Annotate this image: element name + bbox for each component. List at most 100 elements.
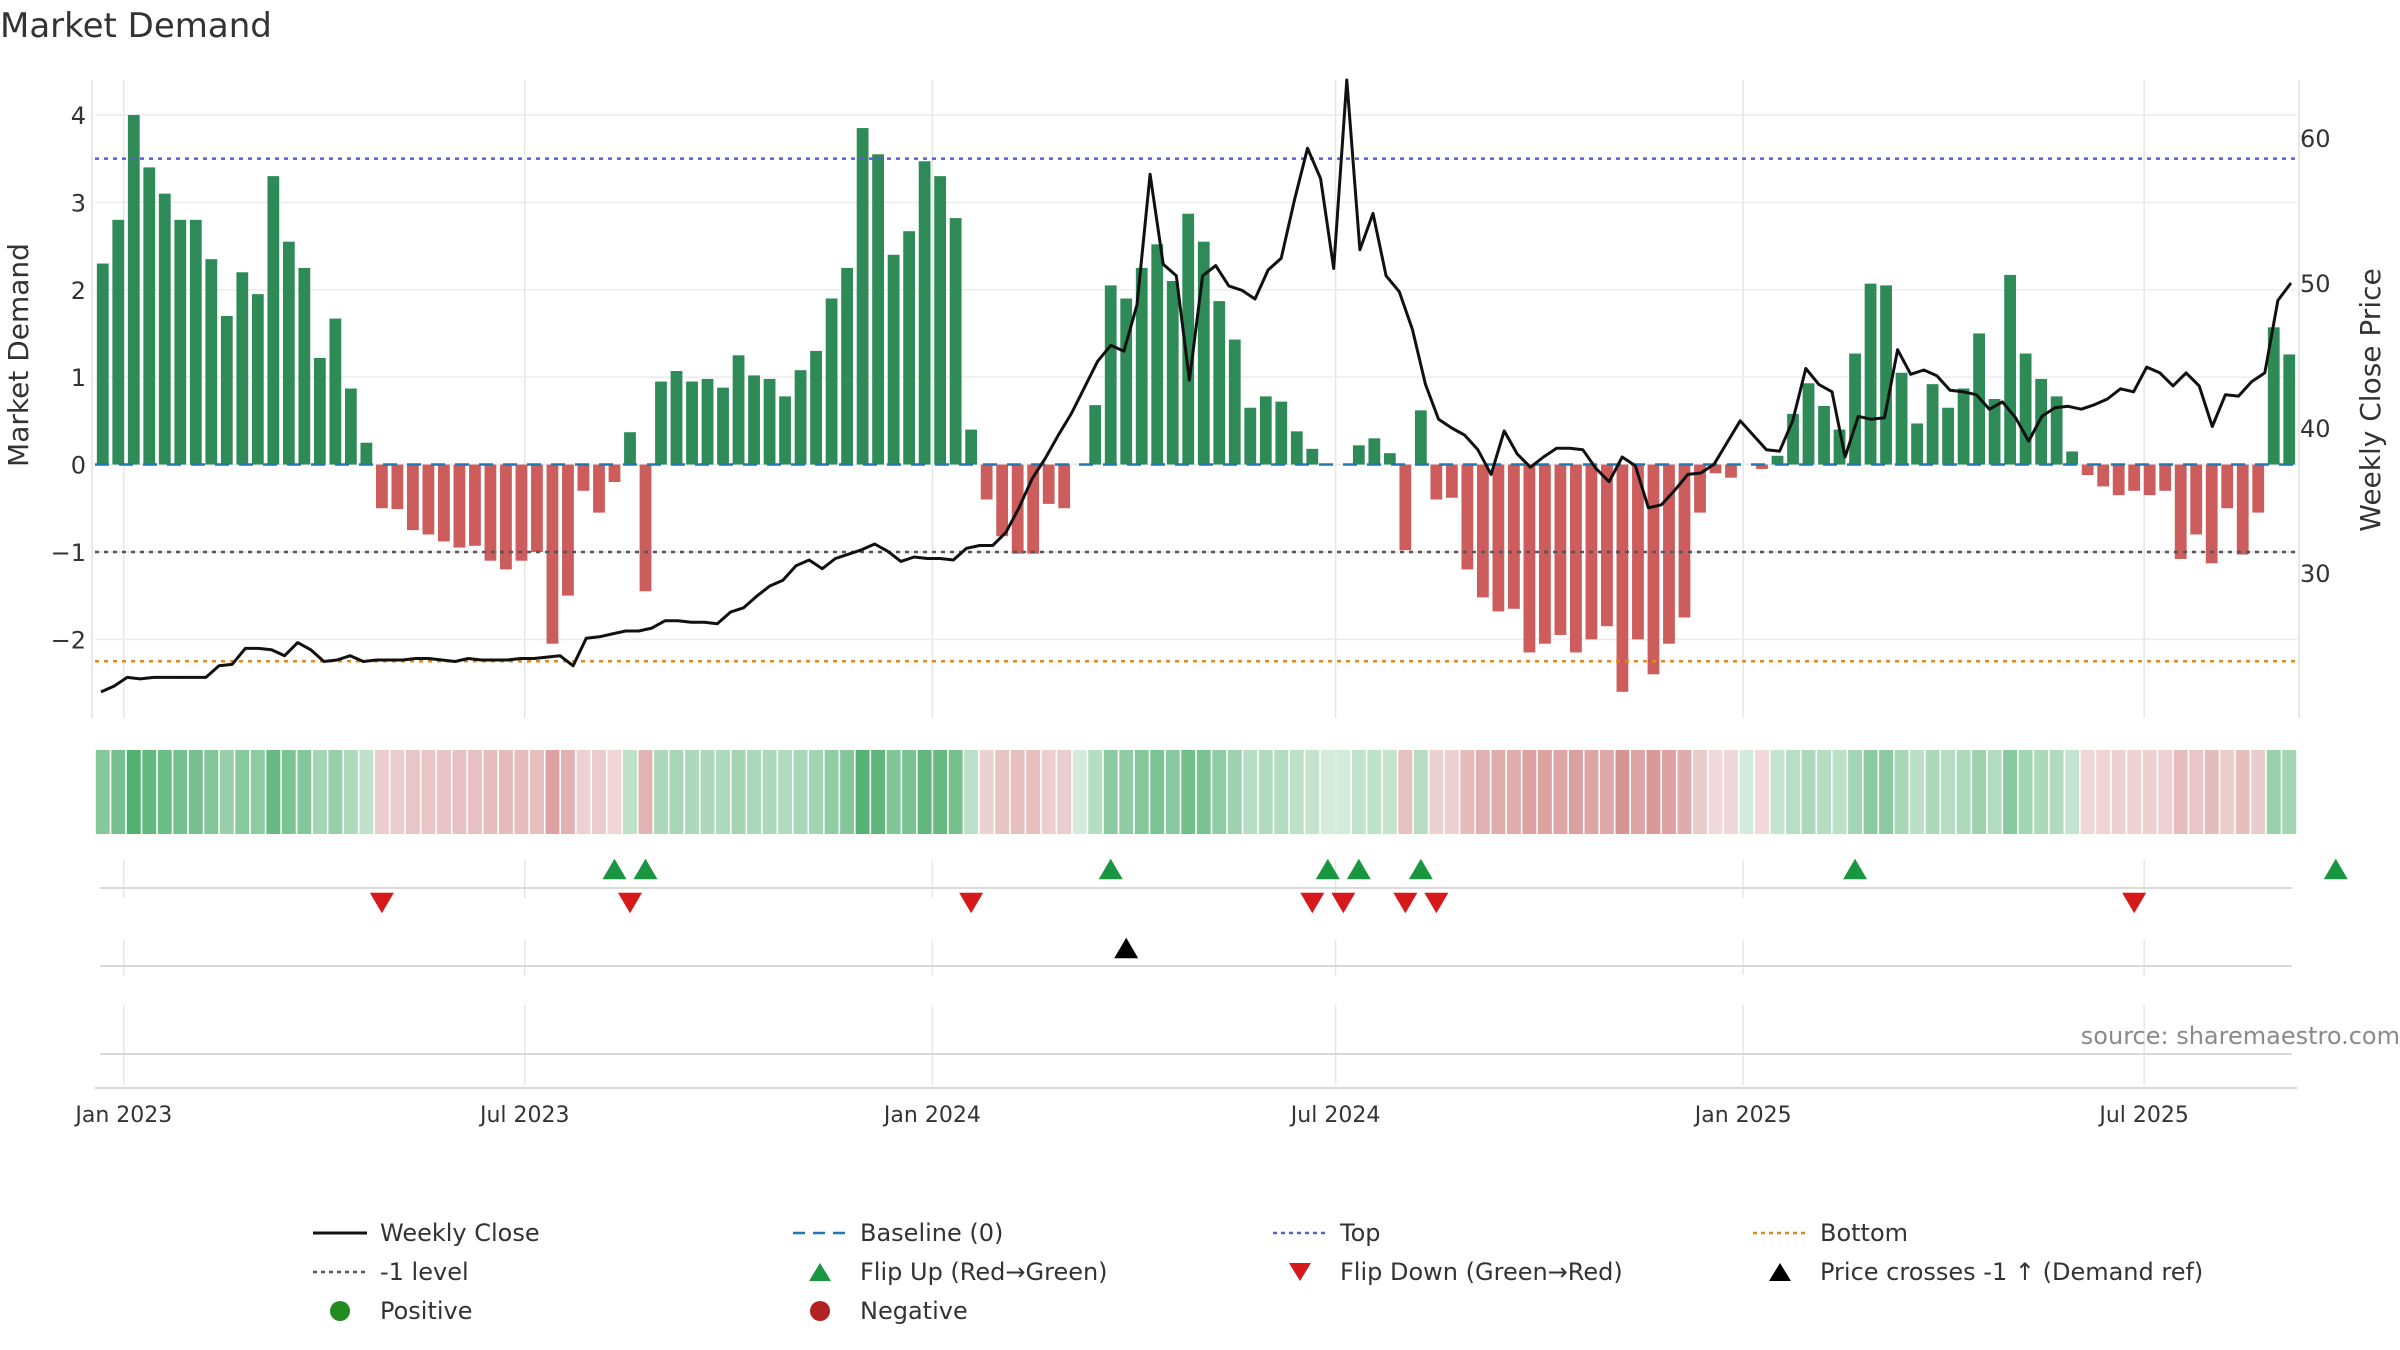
demand-bar (779, 396, 791, 465)
demand-bar (2004, 274, 2017, 465)
legend-swatch (780, 1215, 860, 1251)
heat-cell (1708, 750, 1723, 834)
demand-bar (763, 378, 776, 465)
demand-bar (1756, 464, 1768, 469)
demand-bar (1895, 372, 1908, 465)
heat-cell (1972, 750, 1987, 834)
heat-cell (1367, 750, 1382, 834)
heat-cell (374, 750, 389, 834)
legend-item: Negative (780, 1293, 968, 1329)
heat-cell (1615, 750, 1630, 834)
legend-swatch (1740, 1215, 1820, 1251)
heat-cell (1320, 750, 1335, 834)
heat-cell (669, 750, 684, 834)
demand-bar (96, 263, 109, 465)
heat-cell (1382, 750, 1397, 834)
heat-cell (762, 750, 777, 834)
demand-bar (1213, 301, 1226, 465)
flip-up-marker (1843, 858, 1868, 880)
heat-cell (545, 750, 560, 834)
legend-swatch (780, 1254, 860, 1290)
heat-cell (1057, 750, 1072, 834)
demand-bar (1445, 464, 1458, 498)
x-tick-label: Jan 2025 (1693, 1103, 1792, 1128)
demand-bar (438, 464, 450, 542)
heat-cell (871, 750, 886, 834)
demand-bar (1508, 464, 1520, 609)
demand-bar (1911, 423, 1923, 465)
heat-cell (1243, 750, 1258, 834)
heat-cell (483, 750, 498, 834)
legend-item: Price crosses -1 ↑ (Demand ref) (1740, 1254, 2203, 1290)
demand-bar (344, 388, 357, 465)
y2-tick-label: 40 (2300, 415, 2331, 443)
heat-cell (1848, 750, 1863, 834)
heat-cell (436, 750, 451, 834)
heat-cell (1910, 750, 1925, 834)
legend-swatch (300, 1293, 380, 1329)
legend-swatch (1260, 1215, 1340, 1251)
demand-bar (1880, 285, 1892, 465)
demand-bar (1104, 285, 1117, 465)
heat-cell (2003, 750, 2018, 834)
demand-bar (422, 464, 435, 535)
y-tick-label: −2 (51, 626, 86, 654)
demand-bar (267, 176, 280, 465)
heat-cell (1599, 750, 1614, 834)
heat-cell (266, 750, 281, 834)
demand-bar (686, 381, 698, 465)
demand-bar (825, 298, 838, 465)
legend-item: Weekly Close (300, 1215, 540, 1251)
heat-cell (902, 750, 917, 834)
demand-bar (2066, 451, 2079, 465)
legend-swatch (300, 1215, 380, 1251)
heat-cell (1894, 750, 1909, 834)
flip-up-marker (602, 858, 627, 880)
heat-cell (2158, 750, 2173, 834)
demand-bar (1554, 464, 1567, 635)
demand-bar (1942, 407, 1954, 465)
axis-labels: −2 −1 0 1 2 3 4 30 40 50 60 Jan 2023 Jul 2023 Jan 202… (51, 102, 2331, 1128)
demand-bar (965, 429, 978, 465)
demand-bar (1197, 241, 1210, 465)
flip-up-marker (1408, 858, 1433, 880)
heat-cell (2127, 750, 2142, 834)
flip-down-marker (1331, 892, 1356, 914)
x-tick-label: Jul 2023 (478, 1103, 570, 1128)
heat-cell (1631, 750, 1645, 834)
demand-bar (872, 154, 884, 465)
demand-bar (1166, 281, 1179, 465)
heat-cell (1801, 750, 1816, 834)
heat-cell (421, 750, 436, 834)
demand-bar (1383, 453, 1396, 465)
demand-bar (1818, 405, 1830, 465)
heat-cell (685, 750, 699, 834)
heat-cell (1289, 750, 1304, 834)
heat-cell (1925, 750, 1940, 834)
demand-bar (1027, 464, 1040, 554)
legend-label: Top (1340, 1219, 1381, 1247)
heat-cell (530, 750, 544, 834)
legend-item: Flip Up (Red→Green) (780, 1254, 1108, 1290)
demand-bar (717, 387, 729, 465)
y2-axis-label: Weekly Close Price (2354, 268, 2387, 531)
demand-bar (1663, 464, 1675, 644)
demand-bar (143, 167, 156, 465)
heat-cell (2111, 750, 2126, 834)
demand-bar (1135, 267, 1148, 465)
demand-bar (1725, 464, 1737, 478)
price-line-layer (100, 78, 2293, 694)
heat-cell (917, 750, 932, 834)
demand-bar (1678, 464, 1691, 618)
heat-cell (1165, 750, 1180, 834)
heat-cell (995, 750, 1010, 834)
heat-cell (638, 750, 653, 834)
demand-bar (639, 464, 652, 592)
heat-cell (592, 750, 606, 834)
heat-cell (1134, 750, 1149, 834)
reference-lines (95, 157, 2297, 663)
legend-item: Flip Down (Green→Red) (1260, 1254, 1623, 1290)
demand-bar (1461, 464, 1474, 570)
heat-cell (809, 750, 824, 834)
heat-cell (1444, 750, 1459, 834)
